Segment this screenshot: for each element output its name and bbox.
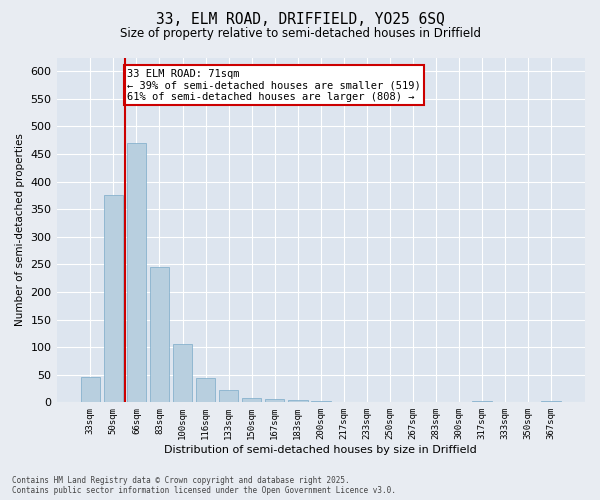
Text: Contains HM Land Registry data © Crown copyright and database right 2025.
Contai: Contains HM Land Registry data © Crown c…	[12, 476, 396, 495]
Bar	[80, 377, 100, 402]
Bar	[173, 344, 193, 403]
Bar	[472, 401, 492, 402]
Bar	[265, 399, 284, 402]
Bar	[196, 378, 215, 402]
X-axis label: Distribution of semi-detached houses by size in Driffield: Distribution of semi-detached houses by …	[164, 445, 477, 455]
Bar	[219, 390, 238, 402]
Bar	[149, 267, 169, 402]
Text: Size of property relative to semi-detached houses in Driffield: Size of property relative to semi-detach…	[119, 28, 481, 40]
Text: 33, ELM ROAD, DRIFFIELD, YO25 6SQ: 33, ELM ROAD, DRIFFIELD, YO25 6SQ	[155, 12, 445, 28]
Bar	[311, 401, 331, 402]
Bar	[541, 401, 561, 402]
Y-axis label: Number of semi-detached properties: Number of semi-detached properties	[15, 134, 25, 326]
Bar	[242, 398, 262, 402]
Bar	[104, 195, 123, 402]
Text: 33 ELM ROAD: 71sqm
← 39% of semi-detached houses are smaller (519)
61% of semi-d: 33 ELM ROAD: 71sqm ← 39% of semi-detache…	[127, 68, 421, 102]
Bar	[288, 400, 308, 402]
Bar	[127, 143, 146, 403]
